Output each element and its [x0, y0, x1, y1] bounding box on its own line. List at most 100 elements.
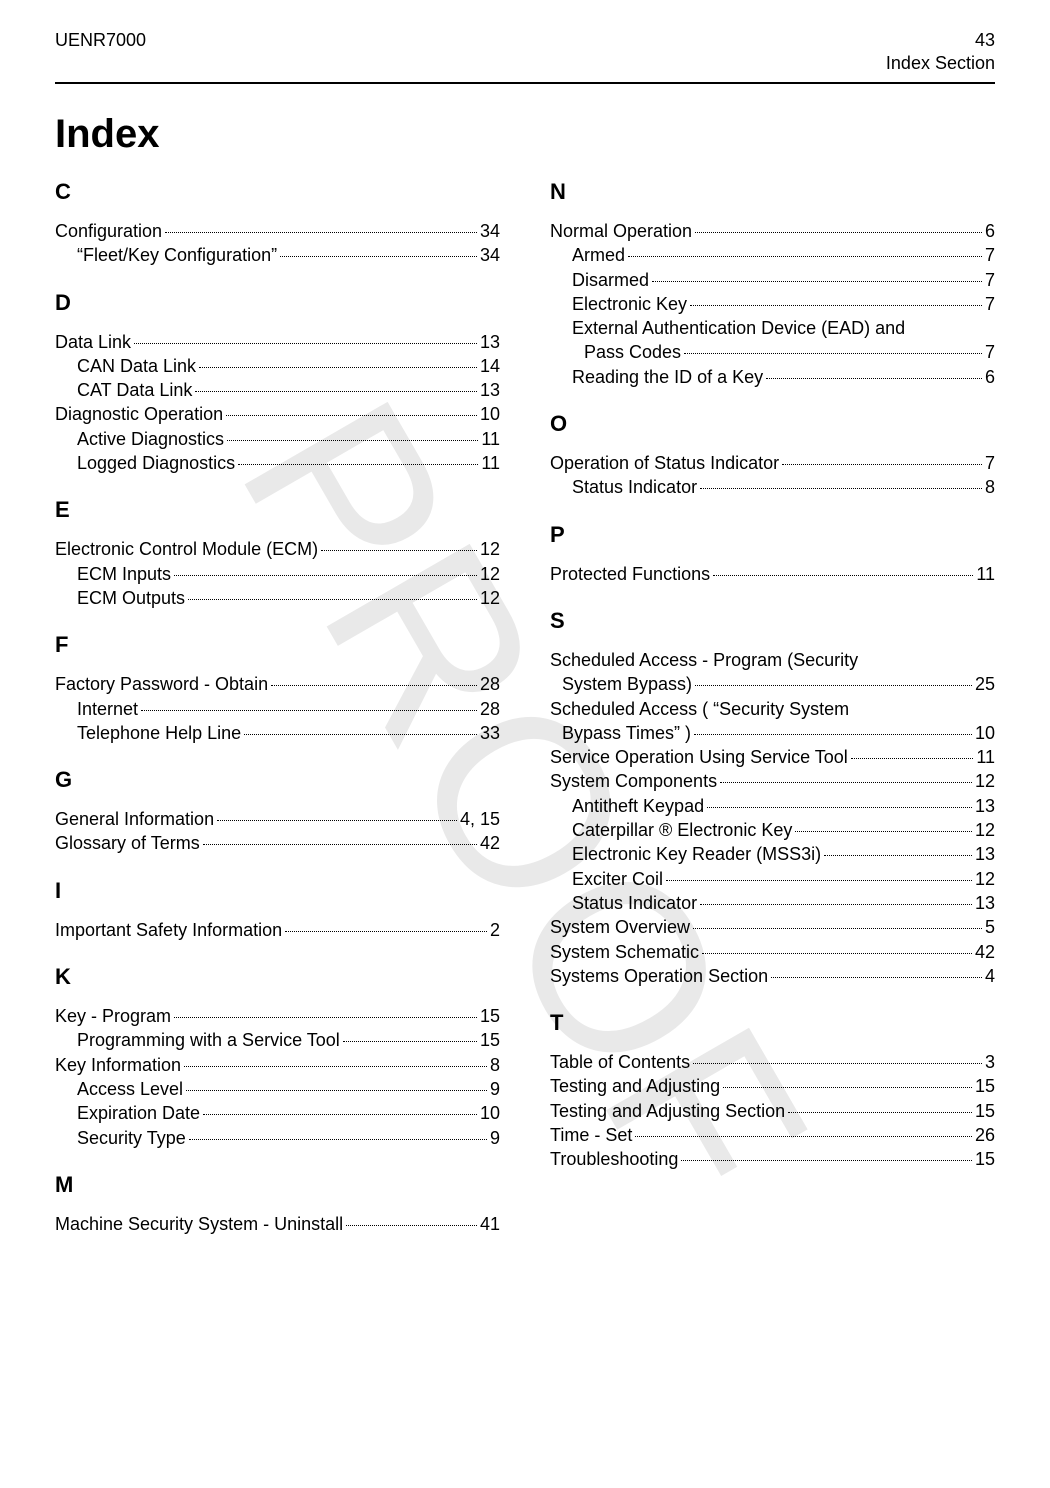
- index-entry: Active Diagnostics 11: [55, 427, 500, 451]
- index-page: 42: [480, 831, 500, 855]
- index-entry: Machine Security System - Uninstall 41: [55, 1212, 500, 1236]
- page-title: Index: [55, 112, 995, 157]
- index-leader: [134, 343, 477, 344]
- section-name: Index Section: [55, 53, 995, 74]
- index-label: Testing and Adjusting Section: [550, 1099, 785, 1123]
- index-label: Internet: [77, 697, 138, 721]
- index-columns: CConfiguration 34“Fleet/Key Configuratio…: [55, 179, 995, 1236]
- index-page: 9: [490, 1126, 500, 1150]
- index-page: 11: [976, 745, 995, 769]
- index-page: 42: [975, 940, 995, 964]
- index-entry: Internet 28: [55, 697, 500, 721]
- index-entry: Testing and Adjusting Section 15: [550, 1099, 995, 1123]
- index-label: Antitheft Keypad: [572, 794, 704, 818]
- index-leader: [141, 710, 477, 711]
- index-entry: Access Level 9: [55, 1077, 500, 1101]
- index-entry: Expiration Date 10: [55, 1101, 500, 1125]
- index-label: Status Indicator: [572, 891, 697, 915]
- index-leader: [189, 1139, 487, 1140]
- index-entry: Key - Program 15: [55, 1004, 500, 1028]
- index-leader: [217, 820, 457, 821]
- doc-id: UENR7000: [55, 30, 146, 51]
- index-letter: S: [550, 608, 995, 634]
- index-label: Logged Diagnostics: [77, 451, 235, 475]
- left-column: CConfiguration 34“Fleet/Key Configuratio…: [55, 179, 500, 1236]
- index-leader: [174, 1017, 477, 1018]
- index-entry: System Components 12: [550, 769, 995, 793]
- index-page: 7: [985, 268, 995, 292]
- index-label: ECM Inputs: [77, 562, 171, 586]
- index-leader: [771, 977, 982, 978]
- index-letter: P: [550, 522, 995, 548]
- index-leader: [628, 256, 982, 257]
- index-page: 7: [985, 340, 995, 364]
- index-page: 34: [480, 219, 500, 243]
- index-leader: [707, 807, 972, 808]
- index-label: Data Link: [55, 330, 131, 354]
- index-label: ECM Outputs: [77, 586, 185, 610]
- index-entry-multiline: Scheduled Access - Program (SecuritySyst…: [550, 648, 995, 697]
- index-entry: Reading the ID of a Key 6: [550, 365, 995, 389]
- index-leader: [693, 1063, 982, 1064]
- index-label: Troubleshooting: [550, 1147, 678, 1171]
- index-page: 11: [481, 451, 500, 475]
- index-label: Table of Contents: [550, 1050, 690, 1074]
- index-entry: Operation of Status Indicator 7: [550, 451, 995, 475]
- index-leader: [700, 904, 972, 905]
- index-label: Testing and Adjusting: [550, 1074, 720, 1098]
- index-page: 12: [975, 867, 995, 891]
- index-leader: [684, 353, 982, 354]
- index-label: Active Diagnostics: [77, 427, 224, 451]
- index-page: 7: [985, 292, 995, 316]
- index-letter: M: [55, 1172, 500, 1198]
- index-label-line2: Bypass Times” ) 10: [550, 721, 995, 745]
- index-page: 15: [975, 1074, 995, 1098]
- index-label: System Schematic: [550, 940, 699, 964]
- index-label-line1: Scheduled Access - Program (Security: [550, 648, 995, 672]
- index-label: System Components: [550, 769, 717, 793]
- index-entry: Service Operation Using Service Tool 11: [550, 745, 995, 769]
- index-page: 2: [490, 918, 500, 942]
- index-leader: [652, 281, 982, 282]
- index-leader: [188, 599, 477, 600]
- index-letter: K: [55, 964, 500, 990]
- index-leader: [165, 232, 477, 233]
- index-page: 13: [480, 330, 500, 354]
- index-page: 12: [480, 537, 500, 561]
- index-letter: O: [550, 411, 995, 437]
- index-leader: [851, 758, 974, 759]
- page-header: UENR7000 43: [55, 30, 995, 51]
- index-page: 12: [975, 818, 995, 842]
- index-label: Electronic Control Module (ECM): [55, 537, 318, 561]
- index-leader: [681, 1160, 972, 1161]
- index-entry: Important Safety Information 2: [55, 918, 500, 942]
- index-label: Caterpillar ® Electronic Key: [572, 818, 792, 842]
- index-entry: Caterpillar ® Electronic Key 12: [550, 818, 995, 842]
- index-leader: [203, 1114, 477, 1115]
- index-leader: [203, 844, 477, 845]
- index-entry: Troubleshooting 15: [550, 1147, 995, 1171]
- index-entry: Electronic Key 7: [550, 292, 995, 316]
- index-leader: [713, 575, 973, 576]
- index-label-line1: Scheduled Access ( “Security System: [550, 697, 995, 721]
- index-label: “Fleet/Key Configuration”: [77, 243, 277, 267]
- page-number: 43: [975, 30, 995, 51]
- index-page: 28: [480, 697, 500, 721]
- index-label: Electronic Key Reader (MSS3i): [572, 842, 821, 866]
- index-leader: [238, 464, 478, 465]
- index-leader: [693, 928, 982, 929]
- index-leader: [195, 391, 477, 392]
- index-page: 8: [985, 475, 995, 499]
- index-entry-multiline: External Authentication Device (EAD) and…: [550, 316, 995, 365]
- index-label: Key Information: [55, 1053, 181, 1077]
- index-label: Electronic Key: [572, 292, 687, 316]
- index-leader: [321, 550, 477, 551]
- index-leader: [226, 415, 477, 416]
- index-entry: Systems Operation Section 4: [550, 964, 995, 988]
- index-label: General Information: [55, 807, 214, 831]
- index-entry: Data Link 13: [55, 330, 500, 354]
- index-page: 10: [480, 402, 500, 426]
- index-leader: [694, 734, 972, 735]
- index-leader: [795, 831, 972, 832]
- index-page: 10: [975, 721, 995, 745]
